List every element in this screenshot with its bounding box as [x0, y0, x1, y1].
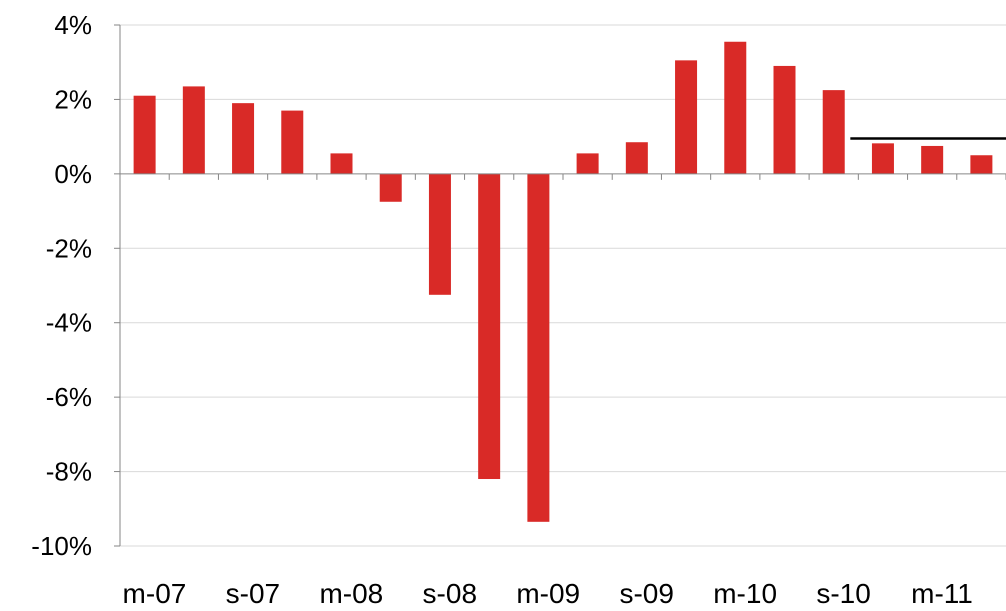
bar	[182, 86, 205, 174]
x-tick-labels: m-07 s-07 m-08 s-08 m-09 s-09 m-10 s-10 m-11	[123, 578, 973, 609]
bar	[822, 90, 845, 174]
bar	[232, 103, 255, 174]
bar	[527, 173, 550, 522]
bar	[133, 95, 156, 174]
y-tick-label: 4%	[54, 10, 92, 40]
x-tick-label: m-11	[911, 578, 973, 609]
y-tick-label: -2%	[46, 233, 92, 263]
bar	[330, 153, 353, 174]
bar	[921, 145, 944, 174]
bar	[724, 41, 747, 174]
y-tick-label: -6%	[46, 382, 92, 412]
bar	[675, 60, 698, 174]
x-tick-label: m-07	[123, 578, 187, 609]
bar	[428, 173, 451, 295]
y-tick-label: 2%	[54, 84, 92, 114]
x-tick-label: m-10	[713, 578, 777, 609]
axes	[114, 24, 1006, 547]
x-tick-label: s-10	[816, 578, 870, 609]
y-tick-labels: 4% 2% 0% -2% -4% -6% -8% -10%	[31, 10, 92, 561]
bar	[970, 155, 993, 174]
y-tick-label: -10%	[31, 531, 92, 561]
x-tick-label: m-09	[516, 578, 580, 609]
x-tick-label: s-08	[423, 578, 477, 609]
bars	[133, 41, 993, 522]
bar	[625, 142, 648, 174]
y-tick-label: -8%	[46, 457, 92, 487]
bar	[478, 173, 501, 480]
x-tick-label: s-07	[226, 578, 280, 609]
bar	[281, 110, 304, 174]
bar	[576, 153, 599, 174]
grid-lines	[120, 24, 1006, 547]
y-tick-label: -4%	[46, 308, 92, 338]
bar	[871, 143, 894, 174]
y-tick-label: 0%	[54, 159, 92, 189]
bar	[773, 65, 796, 174]
x-tick-label: s-09	[619, 578, 673, 609]
x-tick-label: m-08	[319, 578, 383, 609]
bar	[379, 173, 402, 202]
